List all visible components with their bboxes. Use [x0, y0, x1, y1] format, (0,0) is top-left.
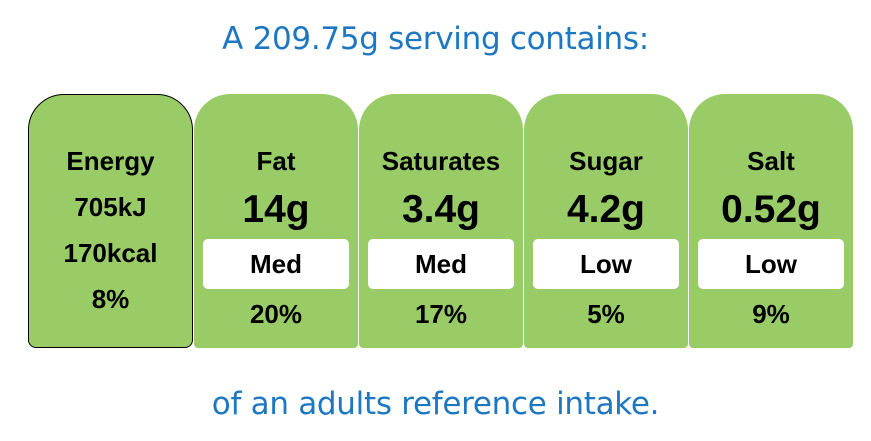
nutrient-level-badge: Low [698, 239, 844, 289]
nutrient-percent: 5% [587, 299, 625, 329]
nutrient-amount: 4.2g [566, 188, 646, 231]
energy-percent: 8% [91, 284, 130, 314]
energy-kcal: 170kcal [63, 238, 158, 268]
nutrient-level-badge: Med [203, 239, 349, 289]
serving-heading: A 209.75g serving contains: [222, 21, 649, 57]
nutrient-amount: 14g [242, 188, 310, 231]
energy-label: Energy [66, 146, 155, 176]
nutrient-label: Fat [256, 146, 296, 176]
reference-intake-footer: of an adults reference intake. [211, 386, 660, 422]
nutrient-amount: 0.52g [721, 188, 821, 231]
nutrient-level-badge: Med [368, 239, 514, 289]
energy-kj: 705kJ [74, 192, 147, 222]
salt-card: Salt 0.52g Low 9% [689, 94, 853, 348]
nutrient-label: Sugar [569, 146, 643, 176]
nutrient-percent: 17% [414, 299, 468, 329]
nutrient-percent: 9% [752, 299, 790, 329]
saturates-card: Saturates 3.4g Med 17% [359, 94, 523, 348]
fat-card: Fat 14g Med 20% [194, 94, 358, 348]
nutrient-label: Salt [747, 146, 795, 176]
nutrient-amount: 3.4g [401, 188, 481, 231]
energy-card: Energy 705kJ 170kcal 8% [28, 94, 193, 348]
nutrient-label: Saturates [381, 146, 501, 176]
sugar-card: Sugar 4.2g Low 5% [524, 94, 688, 348]
nutrient-percent: 20% [249, 299, 303, 329]
nutrient-level-badge: Low [533, 239, 679, 289]
